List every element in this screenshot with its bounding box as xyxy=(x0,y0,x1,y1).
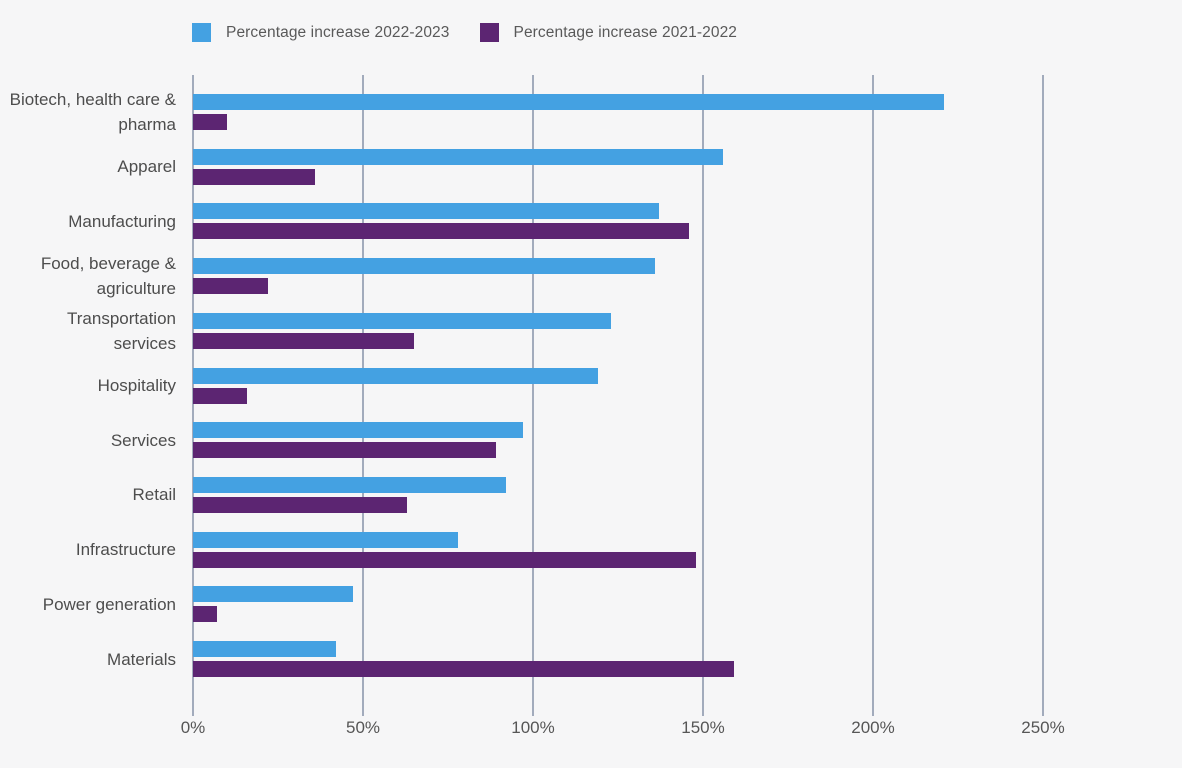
bar-percentage-increase-2021-2022 xyxy=(193,168,316,185)
bar-percentage-increase-2021-2022 xyxy=(193,442,496,459)
bar-percentage-increase-2021-2022 xyxy=(193,332,414,349)
category-label: Materials xyxy=(107,649,176,669)
bar-group xyxy=(193,94,1043,130)
category-axis: Biotech, health care & pharma Apparel Manu… xyxy=(0,75,176,710)
bar-percentage-increase-2022-2023 xyxy=(193,422,523,439)
legend-label: Percentage increase 2022-2023 xyxy=(226,23,450,41)
legend-swatch-purple xyxy=(479,23,499,42)
bar-percentage-increase-2022-2023 xyxy=(193,586,353,603)
bar-group xyxy=(193,586,1043,623)
bar-group xyxy=(193,312,1043,349)
legend-label: Percentage increase 2021-2022 xyxy=(513,23,738,41)
category-label: Manufacturing xyxy=(68,211,176,231)
bar-percentage-increase-2022-2023 xyxy=(193,641,336,657)
bar-percentage-increase-2022-2023 xyxy=(193,94,945,110)
legend: Percentage increase 2022-2023 Percentage… xyxy=(192,23,737,42)
category-label: Food, beverage & agriculture xyxy=(40,254,176,299)
gridline-250% xyxy=(1042,75,1044,716)
legend-item-2021-2022: Percentage increase 2021-2022 xyxy=(479,23,738,42)
category-label: Services xyxy=(110,430,176,450)
bar-group xyxy=(193,422,1043,459)
gridline-100% xyxy=(532,75,534,716)
x-tick-label: 0% xyxy=(180,718,206,737)
category-label: Retail xyxy=(132,485,176,505)
gridline-50% xyxy=(362,75,364,716)
bar-percentage-increase-2022-2023 xyxy=(193,312,612,329)
bar-group xyxy=(193,367,1043,404)
bar-percentage-increase-2021-2022 xyxy=(193,551,697,568)
bar-percentage-increase-2022-2023 xyxy=(193,258,656,275)
category-label: Apparel xyxy=(117,157,176,177)
bar-group xyxy=(193,148,1043,185)
bar-group xyxy=(193,476,1043,513)
legend-item-2022-2023: Percentage increase 2022-2023 xyxy=(192,23,450,42)
bar-group xyxy=(193,258,1043,295)
x-tick-label: 200% xyxy=(851,718,895,737)
category-label: Power generation xyxy=(42,594,176,614)
x-axis: 0% 50% 100% 150% 200% 250% xyxy=(181,718,1065,744)
bar-group xyxy=(193,641,1043,677)
plot-area xyxy=(192,75,1044,716)
bar-percentage-increase-2021-2022 xyxy=(193,387,248,404)
bar-percentage-increase-2021-2022 xyxy=(193,278,268,295)
x-tick-label: 50% xyxy=(345,718,381,737)
bar-group xyxy=(193,203,1043,240)
bar-percentage-increase-2021-2022 xyxy=(193,114,227,130)
x-tick-label: 150% xyxy=(681,718,725,737)
bar-percentage-increase-2021-2022 xyxy=(193,223,690,240)
bar-percentage-increase-2022-2023 xyxy=(193,476,506,493)
category-label: Biotech, health care & pharma xyxy=(9,90,176,134)
bar-percentage-increase-2021-2022 xyxy=(193,496,408,513)
bar-percentage-increase-2022-2023 xyxy=(193,531,459,548)
category-label: Infrastructure xyxy=(75,540,176,560)
legend-swatch-blue xyxy=(192,23,211,42)
bar-percentage-increase-2021-2022 xyxy=(193,606,217,623)
gridline-150% xyxy=(702,75,704,716)
category-label: Hospitality xyxy=(97,376,176,395)
x-tick-label: 250% xyxy=(1021,718,1065,737)
bar-percentage-increase-2022-2023 xyxy=(193,203,659,220)
x-tick-label: 100% xyxy=(511,718,555,737)
bar-percentage-increase-2022-2023 xyxy=(193,148,724,165)
bar-percentage-increase-2022-2023 xyxy=(193,367,598,384)
category-label: Transportation services xyxy=(67,308,176,353)
gridline-200% xyxy=(872,75,874,716)
bar-percentage-increase-2021-2022 xyxy=(193,661,734,677)
bar-group xyxy=(193,531,1043,568)
